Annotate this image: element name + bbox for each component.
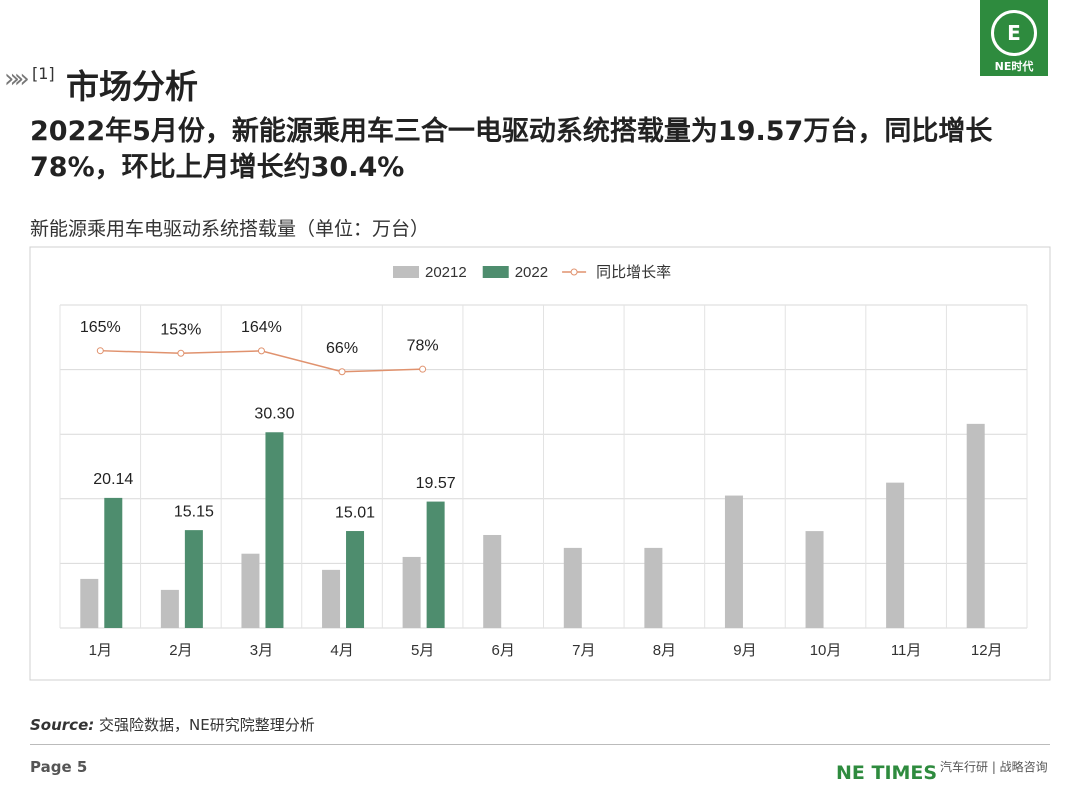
x-tick-label: 6月	[492, 642, 515, 659]
bar	[966, 423, 985, 628]
page-number: Page 5	[30, 758, 88, 776]
legend-swatch	[482, 266, 509, 278]
data-label: 30.30	[254, 405, 294, 422]
heading: 市场分析	[66, 67, 198, 106]
x-tick-label: 2月	[169, 642, 192, 659]
bar	[265, 432, 284, 628]
bar	[160, 589, 179, 628]
data-label: 78%	[407, 337, 439, 354]
bar	[402, 556, 421, 628]
footer-tagline: 汽车行研 | 战略咨询	[940, 760, 1048, 774]
source-label: Source:	[30, 716, 95, 734]
data-label: 66%	[326, 340, 358, 357]
bar	[886, 482, 905, 628]
data-label: 15.15	[174, 503, 214, 520]
line-marker	[96, 347, 104, 355]
bar	[104, 497, 123, 628]
bar	[563, 547, 582, 628]
bar	[805, 531, 824, 628]
source-text: 交强险数据，NE研究院整理分析	[99, 716, 315, 734]
bar	[241, 553, 260, 628]
data-label: 20.14	[93, 471, 133, 488]
x-tick-label: 11月	[891, 642, 922, 659]
footer-rule	[30, 744, 1050, 745]
x-tick-label: 1月	[89, 642, 112, 659]
x-tick-label: 7月	[572, 642, 595, 659]
legend-marker	[570, 268, 578, 276]
data-label: 165%	[80, 319, 121, 336]
data-label: 15.01	[335, 504, 375, 521]
legend-label: 同比增长率	[596, 264, 671, 281]
bar	[724, 495, 743, 628]
logo: E NE时代	[980, 0, 1048, 76]
x-tick-label: 4月	[330, 642, 353, 659]
logo-icon: E	[991, 10, 1037, 56]
line-marker	[257, 347, 265, 355]
bar	[346, 531, 365, 628]
legend-swatch	[393, 266, 419, 278]
logo-text: NE时代	[994, 60, 1034, 73]
bar	[426, 501, 445, 628]
bar	[644, 547, 663, 628]
x-tick-label: 12月	[971, 642, 1003, 659]
legend-label: 2022	[515, 264, 548, 281]
section-number: [1]	[32, 64, 55, 83]
bar	[80, 578, 99, 628]
source: Source: 交强险数据，NE研究院整理分析	[30, 714, 315, 735]
bar	[483, 534, 502, 628]
x-tick-label: 9月	[733, 642, 756, 659]
line-marker	[177, 349, 185, 357]
chart-frame	[29, 246, 1051, 681]
headline: 2022年5月份，新能源乘用车三合一电驱动系统搭载量为19.57万台，同比增长7…	[30, 116, 993, 183]
bar	[184, 530, 203, 628]
line-marker	[338, 368, 346, 376]
bar	[322, 569, 341, 628]
x-tick-label: 5月	[411, 642, 434, 659]
data-label: 153%	[160, 321, 201, 338]
chart-title: 新能源乘用车电驱动系统搭载量（单位：万台）	[30, 218, 430, 240]
line-marker	[419, 365, 427, 373]
x-tick-label: 8月	[653, 642, 676, 659]
data-label: 164%	[241, 319, 282, 336]
data-label: 19.57	[416, 475, 456, 492]
x-tick-label: 3月	[250, 642, 273, 659]
legend-label: 20212	[425, 264, 467, 281]
x-tick-label: 10月	[810, 642, 842, 659]
footer-brand: NE TIMES	[836, 762, 938, 784]
